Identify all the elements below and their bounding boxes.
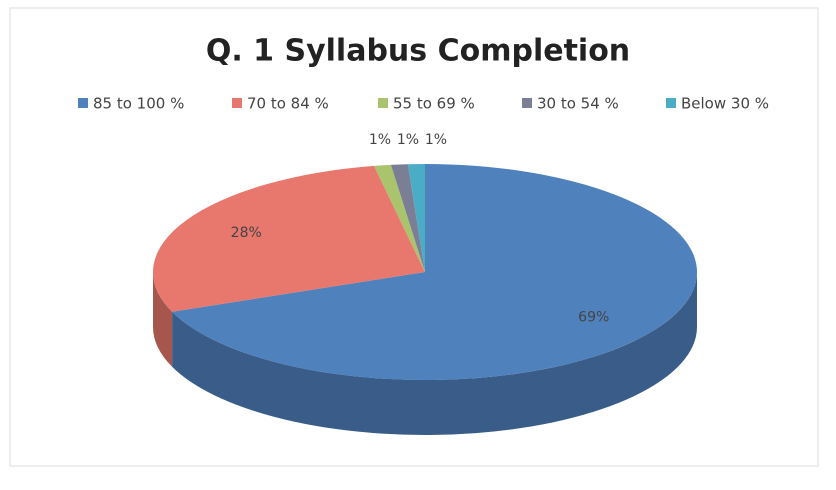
data-label: 1% [397, 132, 419, 148]
chart-title: Q. 1 Syllabus Completion [206, 34, 630, 69]
slice-side [172, 272, 697, 436]
legend-swatch [78, 98, 88, 108]
legend-swatch [666, 98, 676, 108]
data-label: 28% [231, 225, 262, 241]
slice [172, 164, 697, 380]
legend-label: 55 to 69 % [393, 95, 475, 113]
slice-side [153, 272, 173, 367]
data-label: 1% [425, 132, 447, 148]
slice [153, 165, 426, 312]
slice [374, 164, 425, 272]
legend-label: 85 to 100 % [93, 95, 184, 113]
legend-label: 70 to 84 % [247, 95, 329, 113]
data-label: 69% [578, 310, 609, 326]
data-label: 1% [369, 132, 391, 148]
slice [390, 164, 425, 272]
slice [407, 164, 425, 272]
legend-swatch [522, 98, 532, 108]
legend-label: 30 to 54 % [537, 95, 619, 113]
legend-swatch [378, 98, 388, 108]
legend-swatch [232, 98, 242, 108]
legend-label: Below 30 % [681, 95, 769, 113]
